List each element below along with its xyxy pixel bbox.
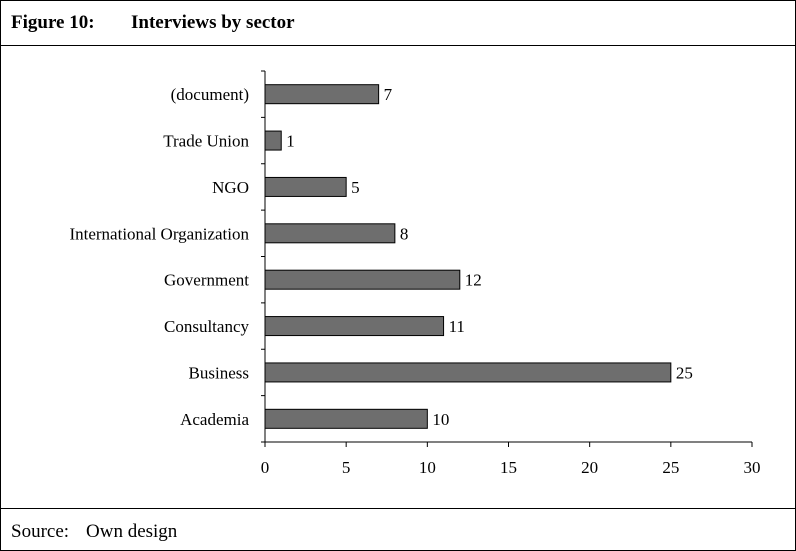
figure-footer: Source: Own design bbox=[1, 508, 795, 551]
data-label: 8 bbox=[400, 224, 409, 243]
category-label: Trade Union bbox=[163, 132, 249, 151]
figure-title: Interviews by sector bbox=[131, 12, 295, 33]
source-text: Own design bbox=[86, 521, 178, 542]
x-tick-label: 10 bbox=[419, 458, 436, 477]
category-label: Consultancy bbox=[164, 317, 249, 336]
data-label: 12 bbox=[465, 271, 482, 290]
bar bbox=[264, 316, 445, 337]
bar bbox=[264, 176, 347, 197]
figure-header: Figure 10: Interviews by sector bbox=[1, 1, 795, 46]
bar bbox=[264, 362, 672, 383]
data-label: 1 bbox=[286, 132, 295, 151]
category-label: International Organization bbox=[69, 224, 249, 243]
bar-chart: (document) 7 Trade Union 1 NGO 5 International… bbox=[69, 70, 761, 477]
data-label: 5 bbox=[351, 178, 360, 197]
x-tick-label: 30 bbox=[744, 458, 761, 477]
category-label: Business bbox=[189, 363, 249, 382]
x-tick-label: 0 bbox=[261, 458, 270, 477]
bar bbox=[264, 84, 380, 105]
x-tick-label: 15 bbox=[500, 458, 517, 477]
category-label: Government bbox=[164, 271, 249, 290]
category-label: Academia bbox=[180, 410, 249, 429]
category-label: (document) bbox=[171, 85, 249, 104]
figure-number: Figure 10: bbox=[11, 12, 95, 33]
x-tick-label: 5 bbox=[342, 458, 351, 477]
data-label: 7 bbox=[384, 85, 393, 104]
bar bbox=[264, 408, 428, 429]
bar bbox=[264, 130, 282, 151]
data-label: 25 bbox=[676, 363, 693, 382]
data-label: 11 bbox=[449, 317, 465, 336]
source-label: Source: bbox=[11, 521, 70, 542]
x-tick-label: 25 bbox=[662, 458, 679, 477]
bar bbox=[264, 269, 461, 290]
bar bbox=[264, 223, 396, 244]
data-label: 10 bbox=[432, 410, 449, 429]
x-tick-label: 20 bbox=[581, 458, 598, 477]
category-label: NGO bbox=[212, 178, 249, 197]
